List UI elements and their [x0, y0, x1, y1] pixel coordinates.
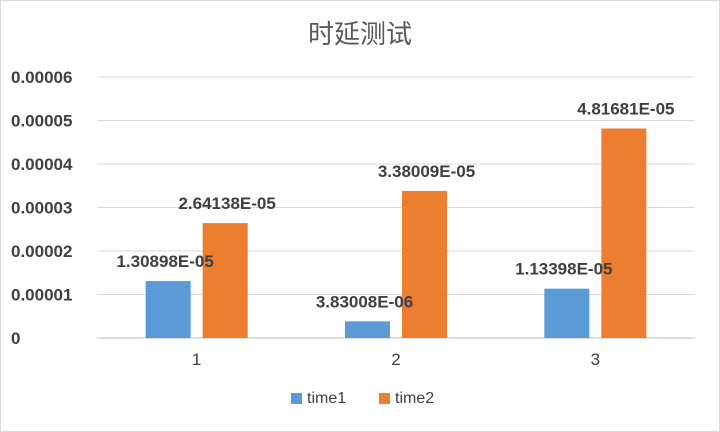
data-label-time2-2: 3.38009E-05 — [378, 162, 475, 181]
bars — [145, 128, 647, 338]
data-label-time1-3: 1.13398E-05 — [515, 260, 612, 279]
legend-label-time1: time1 — [307, 390, 346, 407]
data-label-time1-2: 3.83008E-06 — [316, 292, 413, 311]
data-label-time1-1: 1.30898E-05 — [116, 252, 213, 271]
gridlines — [97, 76, 695, 339]
y-tick-label: 0.00004 — [11, 155, 73, 174]
y-tick-label: 0.00005 — [11, 112, 72, 131]
y-tick-label: 0.00006 — [11, 68, 72, 87]
y-tick-label: 0.00001 — [11, 286, 72, 305]
data-label-time2-1: 2.64138E-05 — [178, 194, 275, 213]
y-tick-label: 0.00003 — [11, 199, 72, 218]
bar-time1-1 — [145, 281, 191, 338]
bar-time1-3 — [544, 288, 590, 338]
y-tick-label: 0.00002 — [11, 242, 72, 261]
legend-label-time2: time2 — [395, 390, 434, 407]
x-category-label: 3 — [591, 350, 600, 369]
x-category-label: 2 — [391, 350, 400, 369]
x-axis-categories: 1 2 3 — [192, 350, 600, 369]
bar-time1-2 — [345, 321, 390, 338]
data-label-time2-3: 4.81681E-05 — [577, 99, 674, 118]
data-labels: 1.30898E-05 2.64138E-05 3.83008E-06 3.38009… — [116, 99, 674, 311]
bar-time2-2 — [402, 190, 447, 338]
legend-swatch-time2 — [379, 393, 390, 404]
legend: time1 time2 — [291, 390, 434, 407]
y-axis-ticks: 0 0.00001 0.00002 0.00003 0.00004 0.00005 0.00… — [11, 68, 73, 348]
bar-time2-1 — [202, 223, 248, 338]
chart-title: 时延测试 — [308, 20, 412, 50]
x-category-label: 1 — [192, 350, 201, 369]
bar-time2-3 — [601, 128, 647, 338]
legend-swatch-time1 — [291, 393, 302, 404]
y-tick-label: 0 — [11, 329, 20, 348]
